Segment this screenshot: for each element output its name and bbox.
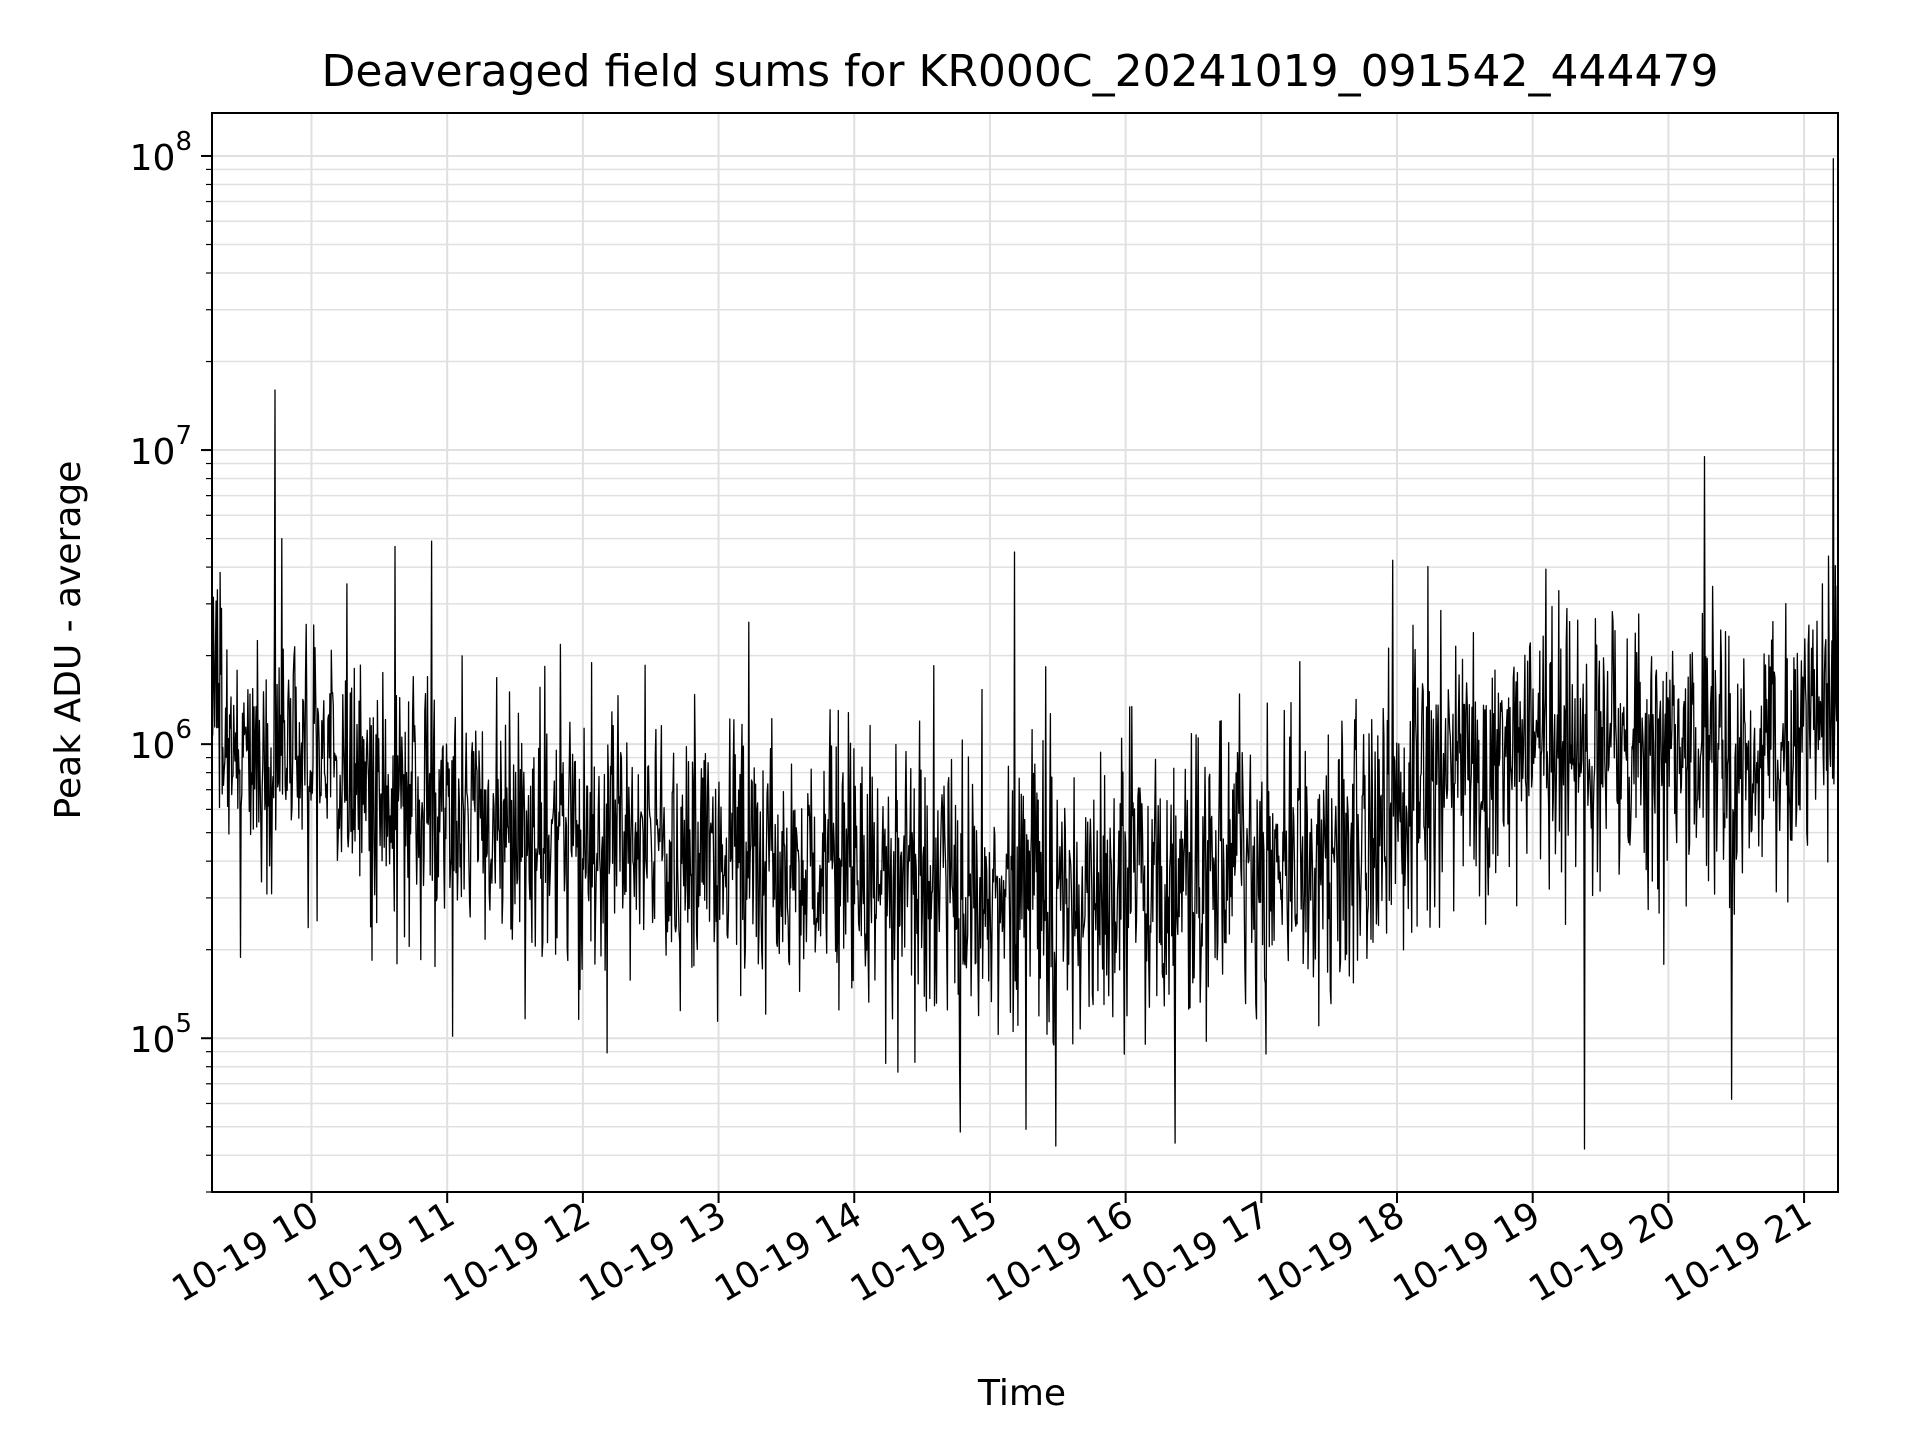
data-series (211, 157, 1839, 1150)
series-line (211, 157, 1839, 1150)
y-axis-label: Peak ADU - average (48, 461, 89, 820)
plot-frame (211, 112, 1839, 1193)
x-axis-label: Time (977, 1373, 1066, 1414)
chart-title: Deaveraged field sums for KR000C_2024101… (322, 46, 1719, 97)
